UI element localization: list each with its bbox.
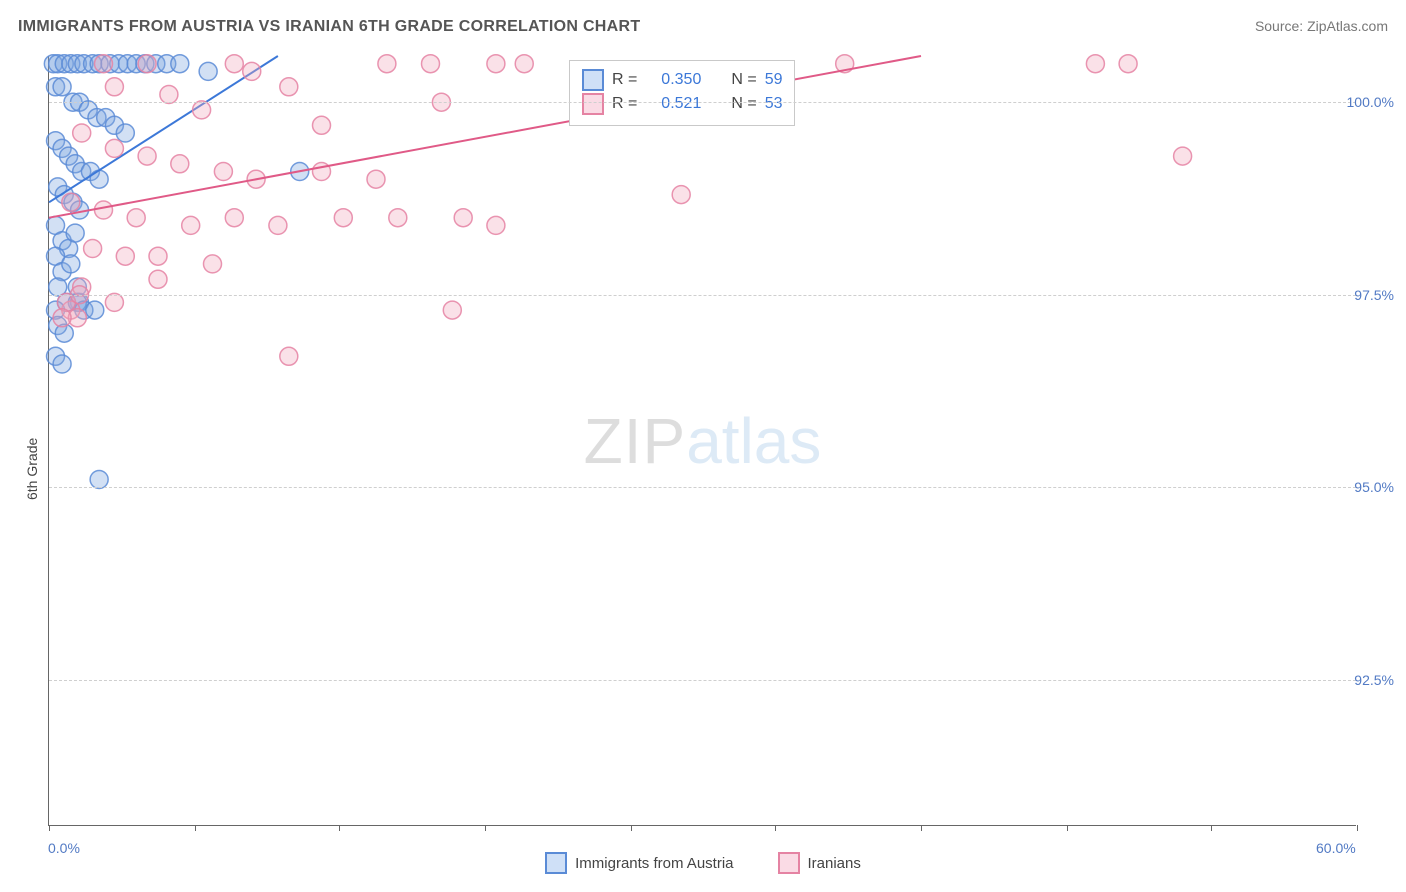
data-point-austria bbox=[199, 62, 217, 80]
x-tick-mark bbox=[1357, 825, 1358, 831]
data-point-iranians bbox=[280, 78, 298, 96]
data-point-iranians bbox=[515, 55, 533, 73]
data-point-iranians bbox=[454, 209, 472, 227]
data-point-iranians bbox=[269, 216, 287, 234]
data-point-iranians bbox=[214, 163, 232, 181]
plot-area: ZIPatlas R =0.350N =59R =0.521N =53 bbox=[48, 56, 1356, 826]
chart-title: IMMIGRANTS FROM AUSTRIA VS IRANIAN 6TH G… bbox=[18, 18, 640, 36]
legend-label: Immigrants from Austria bbox=[575, 855, 733, 872]
data-point-iranians bbox=[138, 55, 156, 73]
data-point-iranians bbox=[1174, 147, 1192, 165]
x-tick-mark bbox=[1067, 825, 1068, 831]
series-legend: Immigrants from Austria Iranians bbox=[0, 852, 1406, 878]
x-tick-mark bbox=[195, 825, 196, 831]
y-tick-label: 100.0% bbox=[1347, 94, 1394, 110]
legend-swatch bbox=[582, 93, 604, 115]
data-point-iranians bbox=[193, 101, 211, 119]
data-point-iranians bbox=[105, 293, 123, 311]
data-point-iranians bbox=[53, 309, 71, 327]
r-label: R = bbox=[612, 95, 637, 113]
data-point-iranians bbox=[422, 55, 440, 73]
legend-row-austria: R = 0.350 N = 59 bbox=[582, 69, 782, 91]
n-value: 53 bbox=[765, 95, 783, 113]
data-point-iranians bbox=[149, 270, 167, 288]
r-value: 0.350 bbox=[645, 71, 701, 89]
r-label: R = bbox=[612, 71, 637, 89]
grid-line bbox=[49, 487, 1356, 488]
grid-line bbox=[49, 102, 1356, 103]
data-point-iranians bbox=[225, 209, 243, 227]
data-point-iranians bbox=[84, 240, 102, 258]
data-point-iranians bbox=[1119, 55, 1137, 73]
y-tick-label: 97.5% bbox=[1354, 287, 1394, 303]
data-point-iranians bbox=[73, 124, 91, 142]
data-point-iranians bbox=[116, 247, 134, 265]
data-point-iranians bbox=[225, 55, 243, 73]
data-point-iranians bbox=[95, 201, 113, 219]
legend-swatch bbox=[778, 852, 800, 874]
data-point-iranians bbox=[367, 170, 385, 188]
data-point-austria bbox=[62, 255, 80, 273]
data-point-iranians bbox=[182, 216, 200, 234]
r-value: 0.521 bbox=[645, 95, 701, 113]
x-tick-mark bbox=[775, 825, 776, 831]
data-point-iranians bbox=[378, 55, 396, 73]
y-tick-label: 95.0% bbox=[1354, 479, 1394, 495]
data-point-austria bbox=[90, 170, 108, 188]
data-point-iranians bbox=[62, 193, 80, 211]
legend-item-iranians: Iranians bbox=[778, 852, 861, 874]
data-point-iranians bbox=[1086, 55, 1104, 73]
x-tick-mark bbox=[485, 825, 486, 831]
data-point-iranians bbox=[160, 86, 178, 104]
data-point-iranians bbox=[672, 186, 690, 204]
data-point-iranians bbox=[443, 301, 461, 319]
data-point-iranians bbox=[487, 55, 505, 73]
data-point-iranians bbox=[334, 209, 352, 227]
data-point-iranians bbox=[204, 255, 222, 273]
legend-swatch bbox=[545, 852, 567, 874]
data-point-austria bbox=[90, 471, 108, 489]
data-point-iranians bbox=[171, 155, 189, 173]
x-tick-mark bbox=[49, 825, 50, 831]
data-point-iranians bbox=[138, 147, 156, 165]
data-point-austria bbox=[53, 78, 71, 96]
legend-item-austria: Immigrants from Austria bbox=[545, 852, 733, 874]
legend-label: Iranians bbox=[808, 855, 861, 872]
data-point-austria bbox=[116, 124, 134, 142]
data-point-iranians bbox=[105, 78, 123, 96]
data-point-austria bbox=[66, 224, 84, 242]
grid-line bbox=[49, 680, 1356, 681]
x-tick-mark bbox=[339, 825, 340, 831]
data-point-iranians bbox=[149, 247, 167, 265]
y-tick-label: 92.5% bbox=[1354, 672, 1394, 688]
x-tick-label: 0.0% bbox=[48, 840, 80, 856]
y-axis-label: 6th Grade bbox=[24, 438, 40, 500]
data-point-austria bbox=[171, 55, 189, 73]
n-label: N = bbox=[731, 71, 756, 89]
data-point-iranians bbox=[105, 139, 123, 157]
n-label: N = bbox=[731, 95, 756, 113]
x-tick-label: 60.0% bbox=[1316, 840, 1356, 856]
scatter-svg bbox=[49, 56, 1356, 825]
data-point-iranians bbox=[127, 209, 145, 227]
data-point-iranians bbox=[313, 116, 331, 134]
x-tick-mark bbox=[631, 825, 632, 831]
chart-source: Source: ZipAtlas.com bbox=[1255, 18, 1388, 34]
grid-line bbox=[49, 295, 1356, 296]
data-point-iranians bbox=[243, 62, 261, 80]
data-point-austria bbox=[86, 301, 104, 319]
data-point-iranians bbox=[280, 347, 298, 365]
correlation-legend: R = 0.350 N = 59 R = 0.521 N = 53 bbox=[569, 60, 795, 126]
data-point-iranians bbox=[389, 209, 407, 227]
n-value: 59 bbox=[765, 71, 783, 89]
data-point-iranians bbox=[487, 216, 505, 234]
data-point-iranians bbox=[95, 55, 113, 73]
x-tick-mark bbox=[921, 825, 922, 831]
legend-row-iranians: R = 0.521 N = 53 bbox=[582, 93, 782, 115]
x-tick-mark bbox=[1211, 825, 1212, 831]
legend-swatch bbox=[582, 69, 604, 91]
data-point-austria bbox=[53, 355, 71, 373]
